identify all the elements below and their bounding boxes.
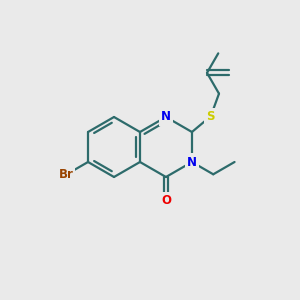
Text: S: S bbox=[206, 110, 215, 123]
Text: N: N bbox=[161, 110, 171, 124]
Text: O: O bbox=[161, 194, 171, 207]
Text: N: N bbox=[187, 155, 197, 169]
Text: Br: Br bbox=[58, 168, 74, 181]
